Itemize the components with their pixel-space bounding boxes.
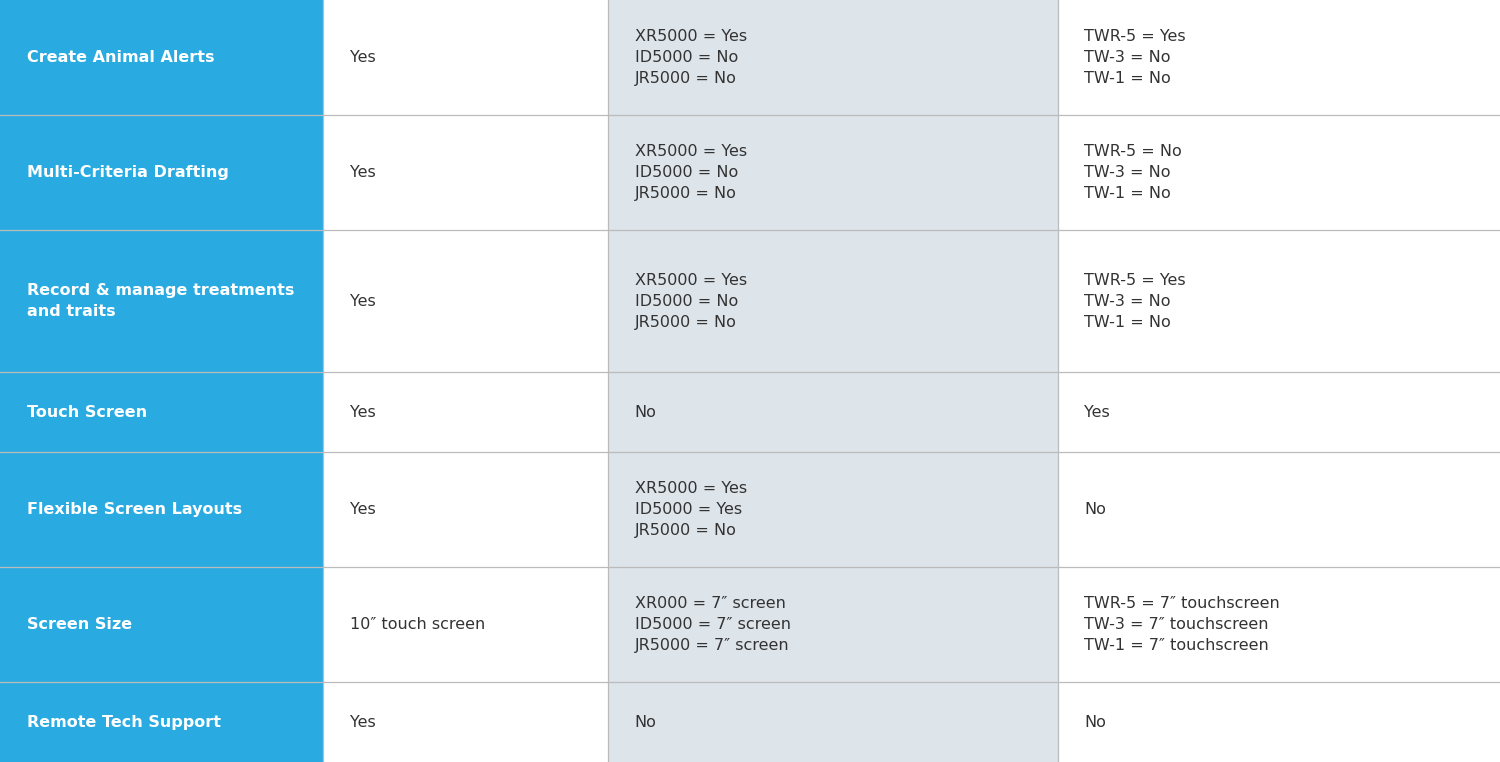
- Text: Yes: Yes: [350, 502, 375, 517]
- Text: TWR-5 = Yes
TW-3 = No
TW-1 = No: TWR-5 = Yes TW-3 = No TW-1 = No: [1084, 29, 1186, 86]
- Bar: [0, 0, 322, 115]
- Text: XR5000 = Yes
ID5000 = No
JR5000 = No: XR5000 = Yes ID5000 = No JR5000 = No: [634, 29, 747, 86]
- Bar: [1058, 0, 1500, 115]
- Bar: [608, 452, 1058, 567]
- Bar: [1058, 567, 1500, 682]
- Text: XR5000 = Yes
ID5000 = No
JR5000 = No: XR5000 = Yes ID5000 = No JR5000 = No: [634, 144, 747, 201]
- Text: Yes: Yes: [350, 294, 375, 309]
- Bar: [322, 372, 608, 452]
- Bar: [608, 682, 1058, 762]
- Bar: [1058, 682, 1500, 762]
- Bar: [608, 567, 1058, 682]
- Text: TWR-5 = No
TW-3 = No
TW-1 = No: TWR-5 = No TW-3 = No TW-1 = No: [1084, 144, 1182, 201]
- Text: Touch Screen: Touch Screen: [27, 405, 147, 420]
- Text: TWR-5 = 7″ touchscreen
TW-3 = 7″ touchscreen
TW-1 = 7″ touchscreen: TWR-5 = 7″ touchscreen TW-3 = 7″ touchsc…: [1084, 596, 1280, 653]
- Bar: [0, 115, 322, 230]
- Text: Yes: Yes: [350, 165, 375, 181]
- Bar: [322, 452, 608, 567]
- Text: Multi-Criteria Drafting: Multi-Criteria Drafting: [27, 165, 230, 181]
- Text: Create Animal Alerts: Create Animal Alerts: [27, 50, 214, 65]
- Bar: [0, 682, 322, 762]
- Bar: [0, 452, 322, 567]
- Bar: [1058, 452, 1500, 567]
- Text: XR5000 = Yes
ID5000 = Yes
JR5000 = No: XR5000 = Yes ID5000 = Yes JR5000 = No: [634, 481, 747, 538]
- Bar: [322, 0, 608, 115]
- Text: XR000 = 7″ screen
ID5000 = 7″ screen
JR5000 = 7″ screen: XR000 = 7″ screen ID5000 = 7″ screen JR5…: [634, 596, 790, 653]
- Text: Screen Size: Screen Size: [27, 617, 132, 632]
- Bar: [608, 230, 1058, 372]
- Bar: [0, 372, 322, 452]
- Text: 10″ touch screen: 10″ touch screen: [350, 617, 484, 632]
- Text: Yes: Yes: [1084, 405, 1110, 420]
- Bar: [0, 567, 322, 682]
- Text: Remote Tech Support: Remote Tech Support: [27, 715, 220, 730]
- Text: Record & manage treatments
and traits: Record & manage treatments and traits: [27, 283, 294, 319]
- Bar: [1058, 372, 1500, 452]
- Bar: [608, 115, 1058, 230]
- Bar: [322, 682, 608, 762]
- Text: Yes: Yes: [350, 405, 375, 420]
- Text: No: No: [634, 715, 657, 730]
- Text: No: No: [1084, 502, 1107, 517]
- Bar: [1058, 230, 1500, 372]
- Text: XR5000 = Yes
ID5000 = No
JR5000 = No: XR5000 = Yes ID5000 = No JR5000 = No: [634, 273, 747, 330]
- Text: No: No: [634, 405, 657, 420]
- Text: No: No: [1084, 715, 1107, 730]
- Bar: [322, 115, 608, 230]
- Bar: [1058, 115, 1500, 230]
- Bar: [322, 567, 608, 682]
- Text: Yes: Yes: [350, 715, 375, 730]
- Bar: [608, 372, 1058, 452]
- Bar: [322, 230, 608, 372]
- Text: Flexible Screen Layouts: Flexible Screen Layouts: [27, 502, 242, 517]
- Text: Yes: Yes: [350, 50, 375, 65]
- Text: TWR-5 = Yes
TW-3 = No
TW-1 = No: TWR-5 = Yes TW-3 = No TW-1 = No: [1084, 273, 1186, 330]
- Bar: [608, 0, 1058, 115]
- Bar: [0, 230, 322, 372]
